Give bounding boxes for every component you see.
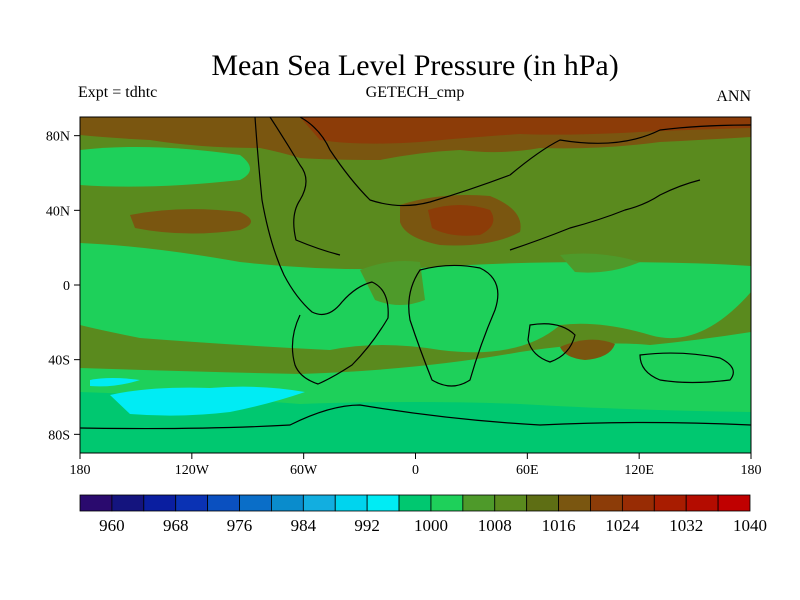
colorbar-label: 1016 xyxy=(542,516,576,535)
experiment-label: Expt = tdhtc xyxy=(78,84,157,101)
y-tick-label: 40N xyxy=(46,204,70,219)
low-cyan-south-pacific xyxy=(110,386,305,416)
colorbar-label: 1040 xyxy=(733,516,767,535)
colorbar-label: 984 xyxy=(291,516,317,535)
colorbar-swatch xyxy=(526,494,559,512)
colorbar-swatch xyxy=(621,494,655,512)
colorbar-swatch xyxy=(430,494,464,512)
colorbar-swatch xyxy=(143,494,177,512)
coast-island-southeast xyxy=(639,352,734,384)
high-1024-north-pacific xyxy=(130,209,251,234)
high-1028-mediterranean xyxy=(428,205,494,236)
x-tick-label: 180 xyxy=(70,463,91,478)
colorbar-label: 976 xyxy=(227,516,253,535)
colorbar-swatch xyxy=(398,494,432,512)
low-cyan-small xyxy=(90,378,140,387)
x-tick-label: 0 xyxy=(412,463,419,478)
y-tick-label: 0 xyxy=(63,279,70,294)
coast-africa xyxy=(408,264,499,387)
y-tick-label: 80S xyxy=(48,428,70,443)
high-1028-arctic xyxy=(300,117,751,144)
colorbar-label: 968 xyxy=(163,516,189,535)
colorbar-swatch xyxy=(207,494,240,512)
x-axis: 180 120W 60W 0 60E 120E 180 xyxy=(70,453,762,478)
colorbar xyxy=(79,494,751,512)
colorbar-label: 1032 xyxy=(669,516,703,535)
coast-americas xyxy=(254,117,389,385)
colorbar-swatch xyxy=(653,494,687,512)
dataset-label: GETECH_cmp xyxy=(366,84,465,101)
colorbar-swatch xyxy=(175,494,209,512)
colorbar-swatch xyxy=(302,494,336,512)
y-axis: 80N 40N 0 40S 80S xyxy=(46,130,80,443)
colorbar-swatch xyxy=(239,494,272,512)
band-1008-north-pacific xyxy=(80,146,250,187)
x-tick-label: 60W xyxy=(290,463,318,478)
colorbar-label: 1008 xyxy=(478,516,512,535)
chart-title: Mean Sea Level Pressure (in hPa) xyxy=(211,49,618,82)
season-label: ANN xyxy=(716,88,751,105)
colorbar-swatch xyxy=(462,494,496,512)
coast-asia-south xyxy=(509,179,701,251)
y-tick-label: 40S xyxy=(48,354,70,369)
x-tick-label: 180 xyxy=(741,463,762,478)
coast-north-america-east xyxy=(269,117,341,256)
colorbar-swatch xyxy=(685,494,719,512)
colorbar-swatch xyxy=(590,494,623,512)
x-tick-label: 120W xyxy=(175,463,210,478)
colorbar-labels: 960 968 976 984 992 1000 1008 1016 1024 1032 1040 xyxy=(99,516,767,535)
colorbar-swatch xyxy=(271,494,304,512)
y-tick-label: 80N xyxy=(46,130,70,145)
colorbar-swatch xyxy=(111,494,145,512)
colorbar-swatch xyxy=(717,494,751,512)
map-area xyxy=(80,117,751,453)
colorbar-label: 1000 xyxy=(414,516,448,535)
coast-antarctica xyxy=(80,404,751,430)
colorbar-label: 992 xyxy=(354,516,380,535)
high-1024-indian-ocean xyxy=(560,339,615,360)
colorbar-label: 1024 xyxy=(605,516,640,535)
colorbar-label: 960 xyxy=(99,516,125,535)
colorbar-swatch xyxy=(334,494,368,512)
band-1016-india xyxy=(560,253,640,273)
colorbar-swatch xyxy=(558,494,591,512)
x-tick-label: 120E xyxy=(624,463,654,478)
x-tick-label: 60E xyxy=(516,463,539,478)
colorbar-swatch xyxy=(79,494,113,512)
coast-eurasia-north xyxy=(299,117,751,207)
colorbar-swatch xyxy=(366,494,400,512)
coast-australia xyxy=(527,323,576,363)
band-1016-atlantic xyxy=(360,261,425,305)
colorbar-swatch xyxy=(494,494,528,512)
